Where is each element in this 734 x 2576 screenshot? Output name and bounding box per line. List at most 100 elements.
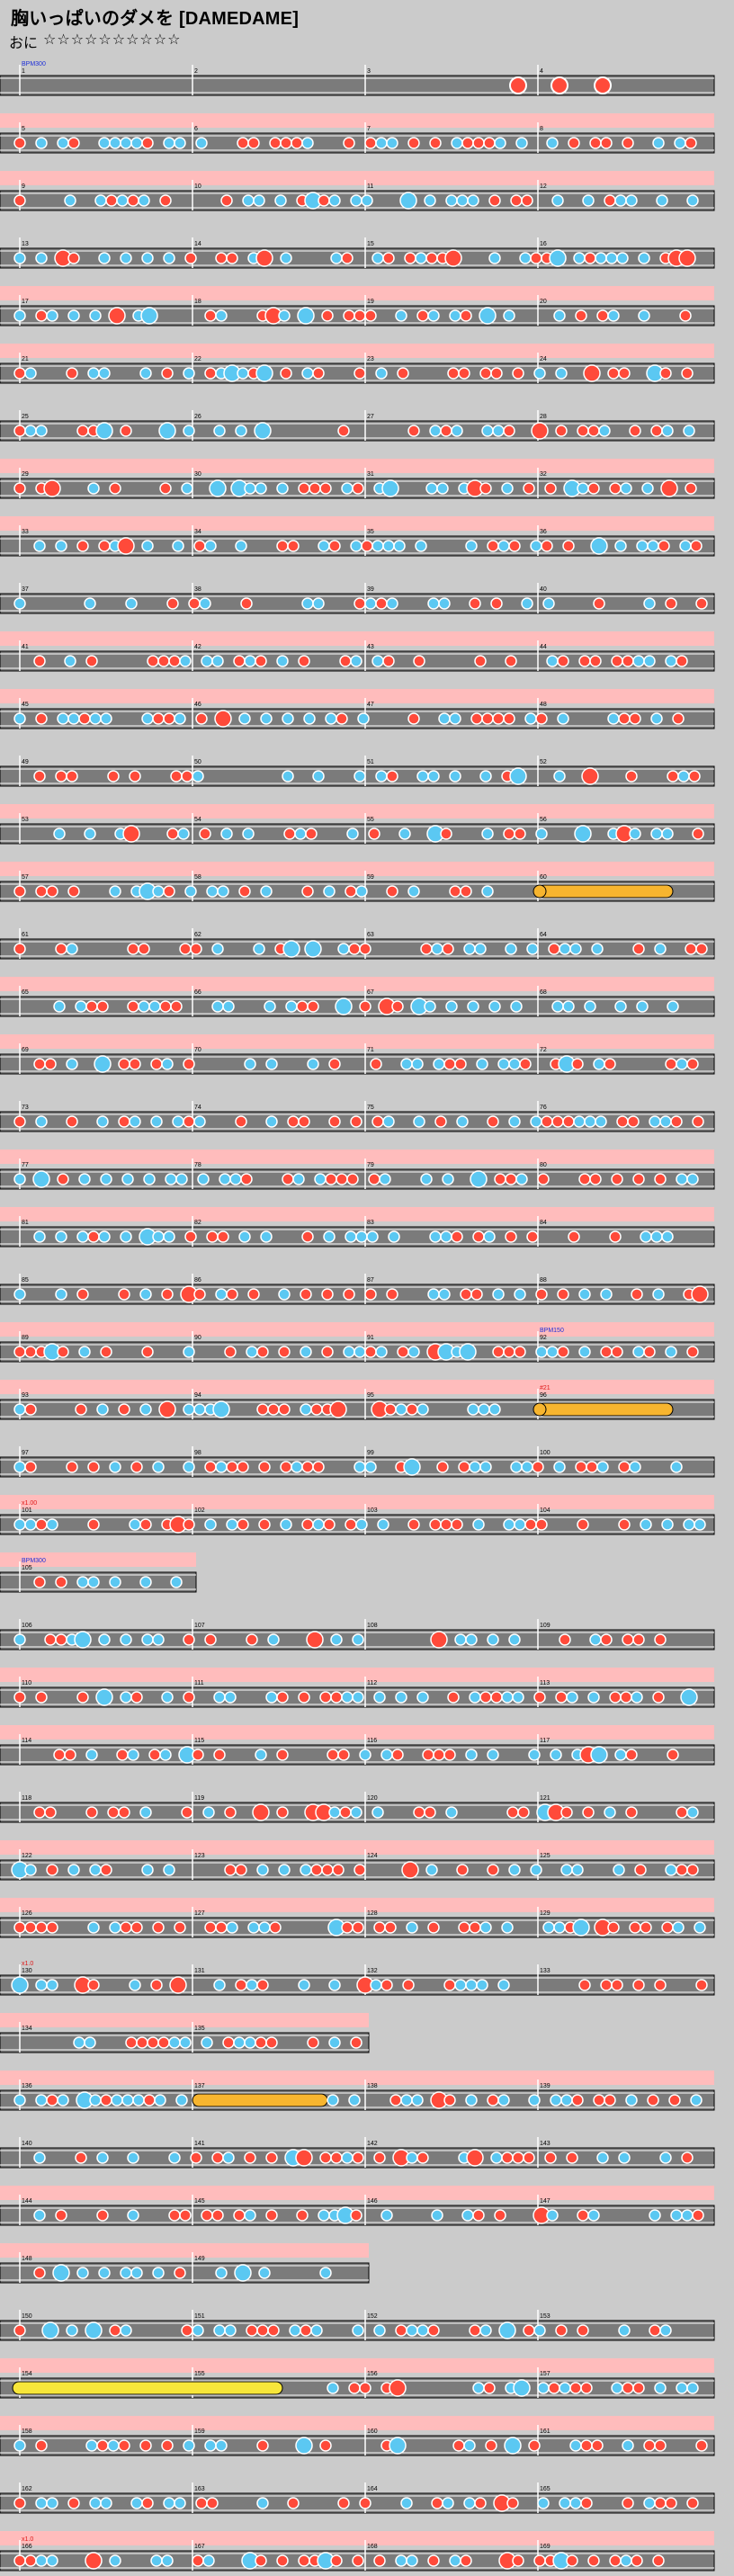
- ka-note: [420, 1173, 433, 1185]
- don-big-note: [531, 422, 549, 440]
- ka-note: [98, 367, 111, 380]
- don-note: [571, 2094, 584, 2106]
- measure-number: 114: [22, 1738, 31, 1744]
- ka-note: [109, 1921, 121, 1934]
- ka-note: [255, 1749, 267, 1761]
- don-note: [327, 1749, 339, 1761]
- note-lane: [0, 1053, 715, 1075]
- difficulty-stars: ☆☆☆☆☆☆☆☆☆☆: [43, 32, 182, 48]
- measure-number: 104: [540, 1507, 550, 1514]
- ka-note: [436, 482, 449, 495]
- don-note: [686, 1058, 699, 1070]
- don-note: [469, 597, 481, 610]
- don-note: [472, 2209, 485, 2222]
- gogo-band: [0, 2416, 714, 2430]
- ka-note: [33, 1230, 46, 1243]
- ka-note: [650, 712, 663, 725]
- don-note: [622, 2497, 634, 2509]
- don-note: [85, 1000, 98, 1013]
- don-note: [325, 1173, 337, 1185]
- don-note: [350, 1115, 363, 1128]
- ka-note: [107, 2439, 120, 2452]
- ka-note: [445, 1000, 458, 1013]
- don-note: [337, 425, 350, 437]
- ka-note: [629, 827, 641, 840]
- don-note: [580, 2497, 593, 2509]
- measure-number: 146: [367, 2198, 378, 2205]
- don-note: [192, 1749, 204, 1761]
- don-note: [181, 1806, 193, 1819]
- ka-note: [343, 1346, 355, 1358]
- ka-note: [501, 1921, 514, 1934]
- measure-number: 130: [22, 1968, 32, 1974]
- don-note: [490, 1691, 503, 1704]
- don-note: [215, 252, 228, 264]
- don-note: [544, 482, 557, 495]
- don-note: [688, 770, 701, 783]
- marker-label: x1.0: [22, 2536, 33, 2543]
- ka-note: [215, 2267, 228, 2279]
- don-big-note: [678, 249, 696, 267]
- ka-note: [312, 597, 325, 610]
- ka-note: [244, 1058, 256, 1070]
- ka-note: [553, 1921, 566, 1934]
- don-note: [541, 1115, 553, 1128]
- ka-note: [546, 137, 559, 149]
- don-note: [256, 1403, 269, 1416]
- measure-number: 54: [194, 817, 201, 823]
- ka-note: [636, 540, 649, 552]
- measure-number: 165: [540, 2486, 550, 2492]
- ka-note: [519, 252, 532, 264]
- ka-note: [456, 1115, 469, 1128]
- ka-note: [152, 1230, 165, 1243]
- don-note: [508, 540, 521, 552]
- ka-note: [641, 482, 654, 495]
- don-note: [354, 309, 366, 322]
- ka-note: [280, 1518, 292, 1531]
- ka-note: [67, 1864, 80, 1876]
- don-big-note: [509, 76, 527, 94]
- don-note: [587, 482, 600, 495]
- ka-note: [481, 425, 494, 437]
- measure-number: 63: [367, 932, 374, 938]
- don-note: [506, 1806, 519, 1819]
- measure-number: 89: [22, 1335, 29, 1341]
- ka-big-note: [282, 940, 300, 958]
- ka-note: [159, 1749, 172, 1761]
- don-note: [373, 2554, 386, 2567]
- ka-note: [98, 137, 111, 149]
- measure-number: 39: [367, 586, 374, 593]
- don-note: [33, 1576, 46, 1588]
- measure-number: 44: [540, 644, 547, 650]
- ka-note: [193, 1403, 206, 1416]
- don-note: [247, 137, 260, 149]
- ka-note: [141, 252, 154, 264]
- measure-number: 4: [540, 68, 543, 75]
- don-note: [157, 655, 170, 667]
- ka-big-note: [209, 479, 227, 497]
- don-note: [616, 1115, 629, 1128]
- ka-note: [596, 1461, 609, 1473]
- don-note: [407, 1518, 420, 1531]
- don-note: [13, 194, 26, 207]
- ka-note: [150, 1115, 163, 1128]
- measure-number: 81: [22, 1220, 29, 1226]
- measure-number: 49: [22, 759, 29, 765]
- don-note: [535, 1288, 548, 1301]
- ka-note: [13, 1633, 26, 1646]
- don-note: [168, 655, 181, 667]
- ka-note: [174, 2497, 186, 2509]
- ka-note: [625, 194, 638, 207]
- ka-note: [246, 1346, 258, 1358]
- ka-note: [346, 827, 359, 840]
- don-note: [681, 2151, 694, 2164]
- don-note: [35, 309, 48, 322]
- ka-note: [681, 2209, 694, 2222]
- don-note: [35, 1921, 48, 1934]
- ka-note: [553, 1461, 566, 1473]
- ka-note: [512, 1691, 524, 1704]
- ka-note: [350, 194, 363, 207]
- don-note: [695, 1979, 708, 1991]
- ka-note: [559, 943, 571, 955]
